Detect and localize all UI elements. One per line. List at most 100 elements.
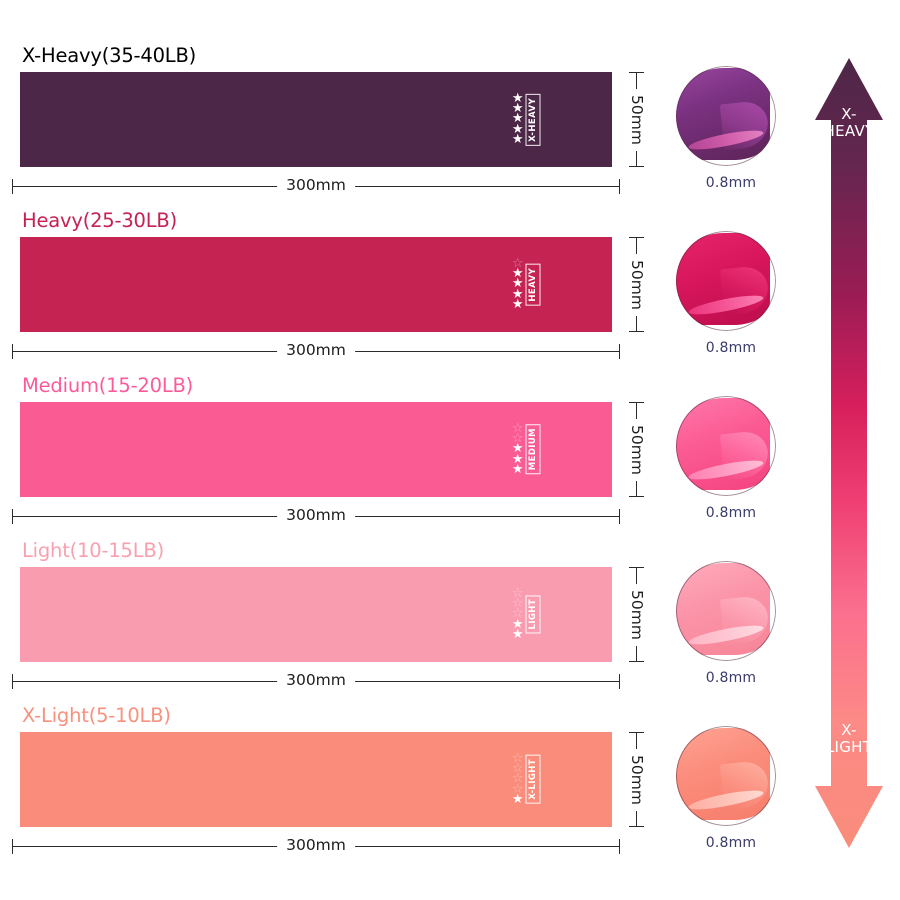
resistance-scale-arrow: X- HEAVY X- LIGHT bbox=[812, 58, 886, 848]
height-dimension-x-heavy: 50mm bbox=[622, 72, 652, 167]
dimension-tick-top bbox=[629, 567, 644, 568]
width-label-light: 300mm bbox=[277, 671, 355, 689]
thickness-label-medium: 0.8mm bbox=[705, 505, 757, 521]
star-filled-icon: ★ bbox=[511, 91, 524, 107]
dimension-tick-right bbox=[619, 509, 620, 524]
star-filled-icon: ★ bbox=[511, 626, 524, 642]
band-title-x-heavy: X-Heavy(35-40LB) bbox=[22, 44, 197, 67]
dimension-tick-bottom bbox=[629, 661, 644, 662]
thickness-photo-x-heavy bbox=[676, 66, 776, 166]
band-bar-x-heavy: ★ ★ ★ ★ ★ X-HEAVY bbox=[20, 72, 612, 167]
star-empty-icon: ☆ bbox=[511, 431, 524, 447]
height-dimension-x-light: 50mm bbox=[622, 732, 652, 827]
band-mark-x-light: ☆ ☆ ☆ ☆ ★ X-LIGHT bbox=[512, 745, 540, 815]
star-rating-x-light: ☆ ☆ ☆ ☆ ★ bbox=[511, 751, 524, 807]
star-filled-icon: ★ bbox=[511, 296, 524, 312]
height-label-x-light: 50mm bbox=[628, 748, 646, 811]
width-dimension-light: 300mm bbox=[12, 671, 620, 690]
star-filled-icon: ★ bbox=[511, 286, 524, 302]
band-bar-x-light: ☆ ☆ ☆ ☆ ★ X-LIGHT bbox=[20, 732, 612, 827]
band-bar-medium: ☆ ☆ ★ ★ ★ MEDIUM bbox=[20, 402, 612, 497]
dimension-tick-top bbox=[629, 732, 644, 733]
thickness-item-x-light: 0.8mm bbox=[672, 726, 790, 851]
star-filled-icon: ★ bbox=[511, 461, 524, 477]
thickness-photo-heavy bbox=[676, 231, 776, 331]
dimension-tick-right bbox=[619, 674, 620, 689]
star-rating-x-heavy: ★ ★ ★ ★ ★ bbox=[511, 91, 524, 147]
star-filled-icon: ★ bbox=[511, 121, 524, 137]
thickness-item-x-heavy: 0.8mm bbox=[672, 66, 790, 191]
thickness-label-x-light: 0.8mm bbox=[705, 835, 757, 851]
width-label-x-heavy: 300mm bbox=[277, 176, 355, 194]
arrow-label-top-line2: HEAVY bbox=[823, 121, 875, 140]
width-label-heavy: 300mm bbox=[277, 341, 355, 359]
thickness-item-light: 0.8mm bbox=[672, 561, 790, 686]
band-title-medium: Medium(15-20LB) bbox=[22, 374, 194, 397]
star-empty-icon: ☆ bbox=[511, 751, 524, 767]
dimension-tick-bottom bbox=[629, 826, 644, 827]
height-dimension-light: 50mm bbox=[622, 567, 652, 662]
arrow-label-top-line1: X- bbox=[841, 105, 857, 123]
band-bar-light: ☆ ☆ ☆ ★ ★ LIGHT bbox=[20, 567, 612, 662]
star-empty-icon: ☆ bbox=[511, 771, 524, 787]
dimension-tick-bottom bbox=[629, 496, 644, 497]
star-filled-icon: ★ bbox=[511, 791, 524, 807]
dimension-tick-left bbox=[12, 839, 13, 854]
band-mark-label-medium: MEDIUM bbox=[525, 424, 540, 475]
thickness-photo-x-light bbox=[676, 726, 776, 826]
dimension-tick-bottom bbox=[629, 166, 644, 167]
dimension-tick-top bbox=[629, 237, 644, 238]
dimension-tick-left bbox=[12, 674, 13, 689]
arrow-label-bottom-line1: X- bbox=[841, 721, 857, 740]
height-label-medium: 50mm bbox=[628, 418, 646, 481]
star-filled-icon: ★ bbox=[511, 111, 524, 127]
star-rating-heavy: ☆ ★ ★ ★ ★ bbox=[511, 256, 524, 312]
arrow-label-bottom-line2: LIGHT bbox=[825, 738, 873, 757]
star-filled-icon: ★ bbox=[511, 616, 524, 632]
dimension-tick-right bbox=[619, 344, 620, 359]
band-title-x-light: X-Light(5-10LB) bbox=[22, 704, 171, 727]
width-dimension-heavy: 300mm bbox=[12, 341, 620, 360]
star-empty-icon: ☆ bbox=[511, 596, 524, 612]
arrow-shape-icon bbox=[815, 58, 883, 848]
dimension-tick-left bbox=[12, 509, 13, 524]
band-bar-heavy: ☆ ★ ★ ★ ★ HEAVY bbox=[20, 237, 612, 332]
band-mark-x-heavy: ★ ★ ★ ★ ★ X-HEAVY bbox=[512, 85, 540, 155]
band-title-light: Light(10-15LB) bbox=[22, 539, 164, 562]
height-dimension-medium: 50mm bbox=[622, 402, 652, 497]
height-label-heavy: 50mm bbox=[628, 253, 646, 316]
width-dimension-medium: 300mm bbox=[12, 506, 620, 525]
height-dimension-heavy: 50mm bbox=[622, 237, 652, 332]
thickness-item-medium: 0.8mm bbox=[672, 396, 790, 521]
arrow-label-top: X- HEAVY bbox=[812, 106, 886, 140]
thickness-photo-light bbox=[676, 561, 776, 661]
star-empty-icon: ☆ bbox=[511, 606, 524, 622]
star-empty-icon: ☆ bbox=[511, 761, 524, 777]
band-mark-medium: ☆ ☆ ★ ★ ★ MEDIUM bbox=[512, 415, 540, 485]
width-label-medium: 300mm bbox=[277, 506, 355, 524]
thickness-item-heavy: 0.8mm bbox=[672, 231, 790, 356]
dimension-tick-top bbox=[629, 402, 644, 403]
thickness-label-heavy: 0.8mm bbox=[705, 340, 757, 356]
band-mark-label-x-heavy: X-HEAVY bbox=[525, 93, 540, 146]
star-rating-light: ☆ ☆ ☆ ★ ★ bbox=[511, 586, 524, 642]
dimension-tick-left bbox=[12, 344, 13, 359]
band-mark-light: ☆ ☆ ☆ ★ ★ LIGHT bbox=[512, 580, 540, 650]
dimension-tick-right bbox=[619, 179, 620, 194]
star-filled-icon: ★ bbox=[511, 441, 524, 457]
height-label-x-heavy: 50mm bbox=[628, 88, 646, 151]
star-rating-medium: ☆ ☆ ★ ★ ★ bbox=[511, 422, 524, 477]
band-mark-label-x-light: X-LIGHT bbox=[525, 755, 540, 804]
star-filled-icon: ★ bbox=[511, 131, 524, 147]
star-empty-icon: ☆ bbox=[511, 586, 524, 602]
star-filled-icon: ★ bbox=[511, 266, 524, 282]
star-filled-icon: ★ bbox=[511, 101, 524, 117]
band-mark-label-heavy: HEAVY bbox=[525, 263, 540, 306]
arrow-label-bottom: X- LIGHT bbox=[812, 722, 886, 756]
dimension-tick-left bbox=[12, 179, 13, 194]
band-title-heavy: Heavy(25-30LB) bbox=[22, 209, 178, 232]
star-empty-icon: ☆ bbox=[511, 256, 524, 272]
dimension-tick-top bbox=[629, 72, 644, 73]
dimension-tick-bottom bbox=[629, 331, 644, 332]
